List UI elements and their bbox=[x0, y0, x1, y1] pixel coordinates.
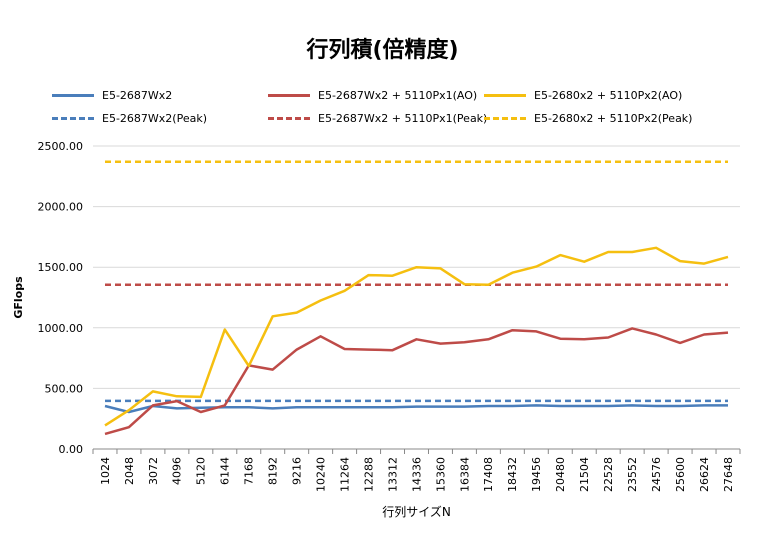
legend-label: E5-2687Wx2 + 5110Px1(AO) bbox=[318, 89, 478, 102]
legend-item-e5-2680x2-5110px2-peak: E5-2680x2 + 5110Px2(Peak) bbox=[484, 112, 692, 125]
x-tick-label: 27648 bbox=[722, 457, 735, 492]
x-tick-label: 4096 bbox=[171, 457, 184, 485]
series-line-e5-2680x2-5110px2-ao bbox=[104, 246, 729, 427]
x-tick-label: 22528 bbox=[602, 457, 615, 492]
x-tick-label: 13312 bbox=[386, 457, 399, 492]
legend-swatch bbox=[484, 94, 526, 97]
x-tick-label: 24576 bbox=[650, 457, 663, 492]
legend-label: E5-2687Wx2 + 5110Px1(Peak) bbox=[318, 112, 488, 125]
x-tick-label: 21504 bbox=[578, 457, 591, 492]
x-tick-label: 16384 bbox=[458, 457, 471, 492]
legend-label: E5-2687Wx2 bbox=[102, 89, 173, 102]
y-tick-label: 2000.00 bbox=[38, 201, 84, 214]
legend-swatch bbox=[52, 94, 94, 97]
x-tick-label: 1024 bbox=[99, 457, 112, 485]
y-tick-label: 500.00 bbox=[45, 382, 84, 395]
x-tick-label: 23552 bbox=[626, 457, 639, 492]
x-tick-label: 14336 bbox=[410, 457, 423, 492]
y-tick-label: 0.00 bbox=[59, 443, 84, 456]
legend-swatch bbox=[484, 117, 526, 120]
x-tick-label: 7168 bbox=[243, 457, 256, 485]
legend-swatch bbox=[268, 117, 310, 120]
x-tick-label: 10240 bbox=[314, 457, 327, 492]
x-tick-label: 11264 bbox=[338, 457, 351, 492]
x-tick-label: 19456 bbox=[530, 457, 543, 492]
x-tick-label: 6144 bbox=[219, 457, 232, 485]
chart-title: 行列積(倍精度) bbox=[306, 38, 459, 63]
x-tick-label: 17408 bbox=[482, 457, 495, 492]
y-axis-title: GFlops bbox=[12, 276, 25, 319]
series-line-e5-2687wx2-5110px1-ao bbox=[104, 327, 729, 436]
legend-item-e5-2687wx2: E5-2687Wx2 bbox=[52, 89, 172, 102]
series-line-e5-2687wx2 bbox=[104, 404, 728, 414]
x-tick-label: 20480 bbox=[554, 457, 567, 492]
legend-item-e5-2687wx2-5110px1-ao: E5-2687Wx2 + 5110Px1(AO) bbox=[268, 89, 477, 102]
legend-label: E5-2680x2 + 5110Px2(Peak) bbox=[534, 112, 693, 125]
legend-item-e5-2687wx2-peak: E5-2687Wx2(Peak) bbox=[52, 112, 207, 125]
legend-item-e5-2680x2-5110px2-ao: E5-2680x2 + 5110Px2(AO) bbox=[484, 89, 682, 102]
x-tick-label: 3072 bbox=[147, 457, 160, 485]
y-tick-label: 1500.00 bbox=[38, 261, 84, 274]
x-tick-label: 18432 bbox=[506, 457, 519, 492]
legend-swatch bbox=[268, 94, 310, 97]
y-tick-label: 1000.00 bbox=[38, 322, 84, 335]
x-tick-label: 25600 bbox=[674, 457, 687, 492]
legend-item-e5-2687wx2-5110px1-peak: E5-2687Wx2 + 5110Px1(Peak) bbox=[268, 112, 487, 125]
x-tick-label: 15360 bbox=[434, 457, 447, 492]
x-tick-label: 5120 bbox=[195, 457, 208, 485]
x-tick-label: 8192 bbox=[267, 457, 280, 485]
legend-label: E5-2680x2 + 5110Px2(AO) bbox=[534, 89, 683, 102]
x-axis-title: 行列サイズN bbox=[382, 504, 451, 519]
x-tick-label: 26624 bbox=[698, 457, 711, 492]
x-tick-label: 2048 bbox=[123, 457, 136, 485]
x-tick-label: 9216 bbox=[291, 457, 304, 485]
legend-swatch bbox=[52, 117, 94, 120]
x-tick-label: 12288 bbox=[362, 457, 375, 492]
y-tick-label: 2500.00 bbox=[38, 140, 84, 153]
legend-label: E5-2687Wx2(Peak) bbox=[102, 112, 207, 125]
